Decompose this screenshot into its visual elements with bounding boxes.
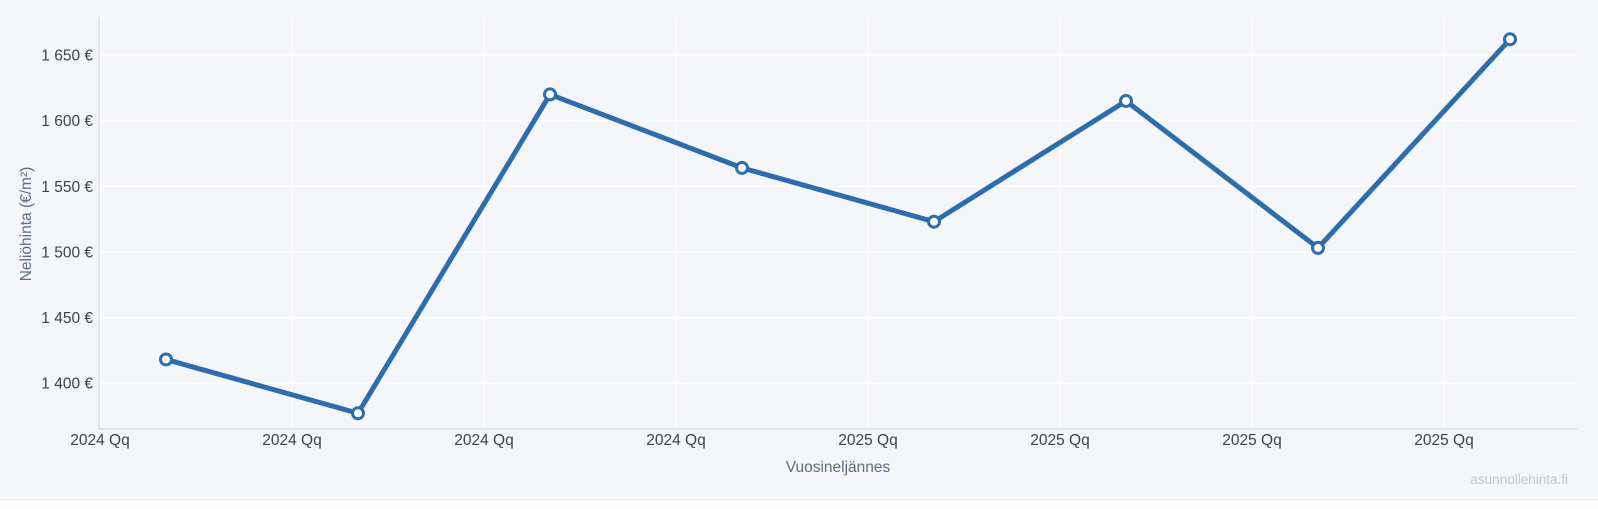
- data-point-3[interactable]: [735, 160, 749, 175]
- watermark-link[interactable]: asunnollehinta.fi: [1470, 472, 1568, 487]
- page-background-strip: [0, 499, 1598, 509]
- y-tick-label: 1 650 €: [41, 48, 93, 65]
- x-axis-title: Vuosineljännes: [785, 459, 891, 476]
- x-tick-label: 2024 Qq: [262, 432, 321, 449]
- y-tick-label: 1 400 €: [41, 376, 93, 393]
- data-point-4[interactable]: [927, 214, 941, 229]
- x-tick-label: 2024 Qq: [646, 432, 705, 449]
- x-tick-label: 2024 Qq: [454, 432, 513, 449]
- y-tick-label: 1 500 €: [41, 244, 93, 261]
- data-point-6[interactable]: [1311, 240, 1325, 255]
- x-tick-label: 2025 Qq: [1222, 432, 1281, 449]
- y-tick-label: 1 600 €: [41, 113, 93, 130]
- y-tick-label: 1 550 €: [41, 179, 93, 196]
- series-line: [163, 36, 1513, 416]
- x-tick-label: 2025 Qq: [838, 432, 897, 449]
- y-axis-title: Neliöhinta (€/m²): [18, 166, 35, 282]
- x-tick-label: 2025 Qq: [1030, 432, 1089, 449]
- data-point-1[interactable]: [351, 406, 365, 421]
- data-point-0[interactable]: [159, 352, 173, 367]
- data-point-2[interactable]: [543, 87, 557, 102]
- x-tick-label: 2024 Qq: [70, 432, 129, 449]
- data-point-7[interactable]: [1503, 32, 1517, 47]
- x-tick-label: 2025 Qq: [1414, 432, 1473, 449]
- data-point-5[interactable]: [1119, 93, 1133, 108]
- y-tick-label: 1 450 €: [41, 310, 93, 327]
